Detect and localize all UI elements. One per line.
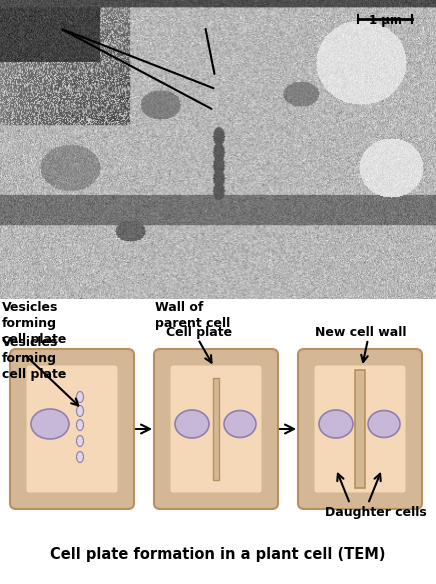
FancyBboxPatch shape (314, 365, 406, 493)
Ellipse shape (76, 419, 84, 430)
Text: Wall of
parent cell: Wall of parent cell (155, 301, 230, 330)
Ellipse shape (368, 411, 400, 437)
Text: Cell plate: Cell plate (166, 326, 232, 339)
Ellipse shape (31, 409, 69, 439)
FancyBboxPatch shape (298, 349, 422, 509)
Text: New cell wall: New cell wall (315, 326, 406, 339)
FancyBboxPatch shape (154, 349, 278, 509)
Text: Daughter cells: Daughter cells (325, 506, 427, 519)
Ellipse shape (76, 391, 84, 402)
Text: 1 μm: 1 μm (368, 14, 402, 27)
Ellipse shape (76, 451, 84, 463)
Bar (213, 378, 219, 480)
FancyBboxPatch shape (26, 365, 118, 493)
FancyBboxPatch shape (10, 349, 134, 509)
Bar (355, 370, 365, 488)
Text: Vesicles
forming
cell plate: Vesicles forming cell plate (2, 301, 66, 346)
Ellipse shape (224, 411, 256, 437)
Text: Vesicles
forming
cell plate: Vesicles forming cell plate (2, 336, 66, 381)
Ellipse shape (76, 405, 84, 416)
FancyBboxPatch shape (170, 365, 262, 493)
Ellipse shape (76, 436, 84, 447)
Ellipse shape (319, 410, 353, 438)
Text: Cell plate formation in a plant cell (TEM): Cell plate formation in a plant cell (TE… (50, 547, 386, 562)
Ellipse shape (175, 410, 209, 438)
